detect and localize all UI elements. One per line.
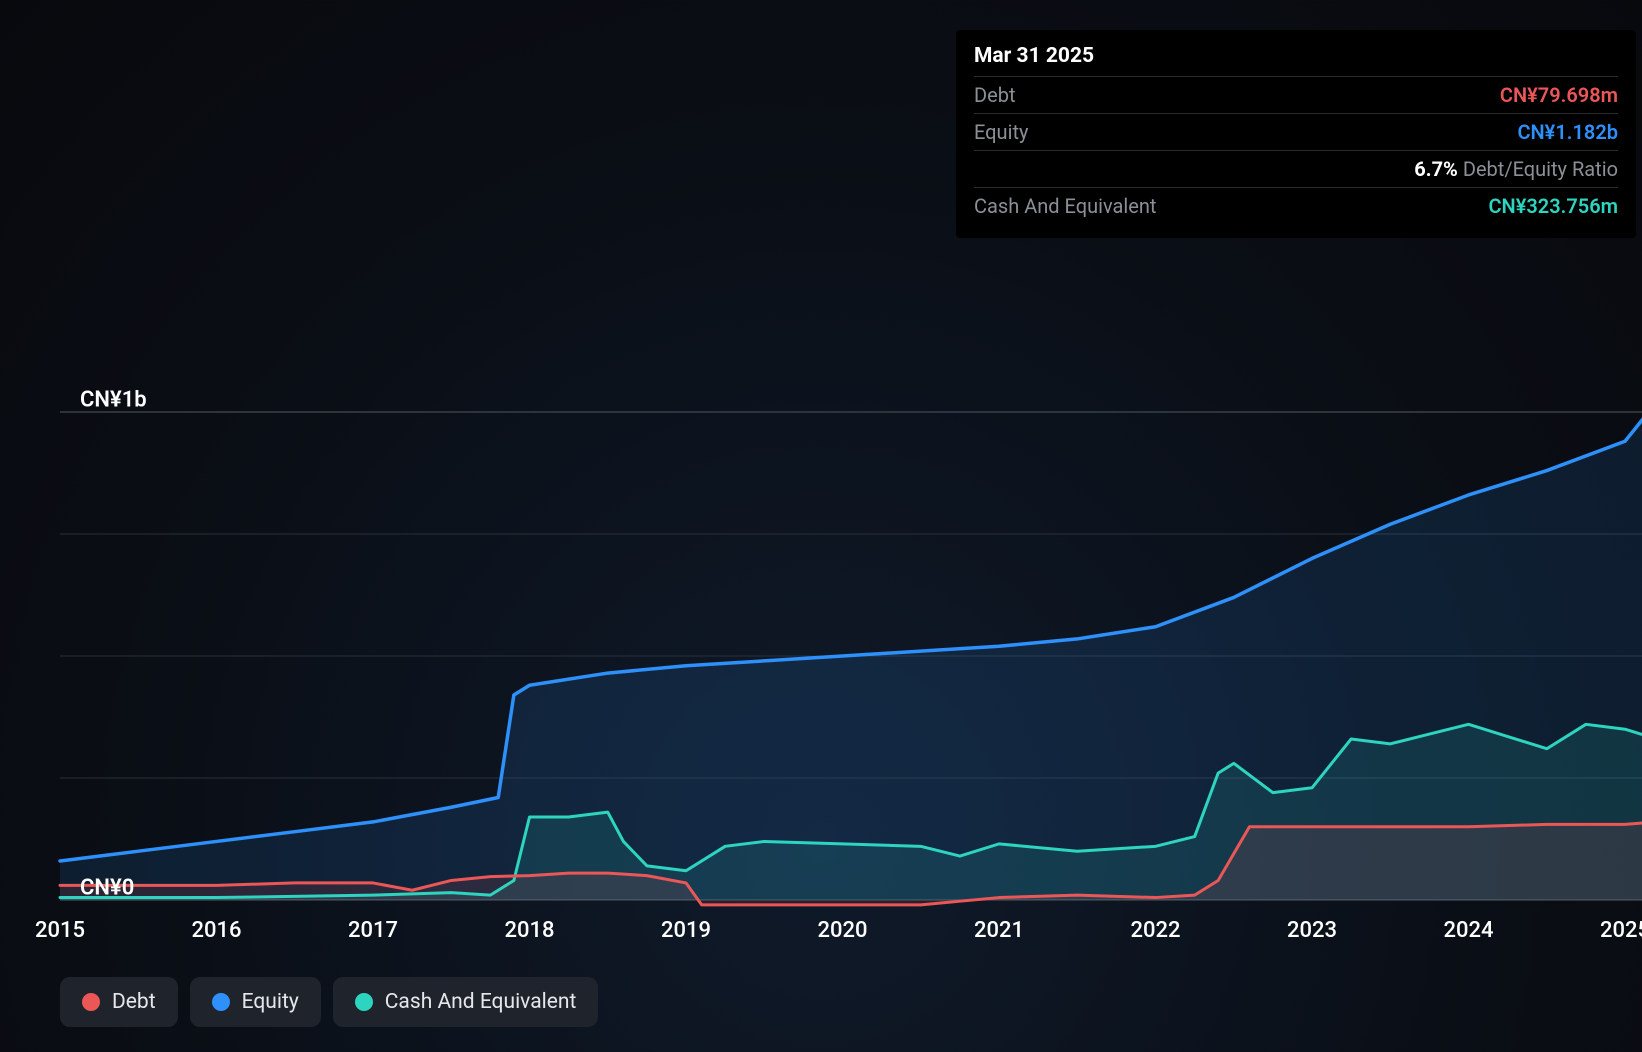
legend-label: Debt <box>112 990 156 1014</box>
tooltip-row-cash: Cash And Equivalent CN¥323.756m <box>974 187 1618 224</box>
x-axis-label: 2024 <box>1444 918 1494 943</box>
tooltip-value: CN¥1.182b <box>1517 120 1618 144</box>
legend-dot-icon <box>82 993 100 1011</box>
tooltip-label: Debt <box>974 83 1016 107</box>
legend-dot-icon <box>355 993 373 1011</box>
tooltip-label: Equity <box>974 120 1028 144</box>
x-axis-label: 2015 <box>35 918 85 943</box>
x-axis-label: 2016 <box>191 918 241 943</box>
x-axis-label: 2020 <box>818 918 868 943</box>
y-axis-label: CN¥0 <box>80 876 134 901</box>
legend-label: Cash And Equivalent <box>385 990 577 1014</box>
legend-item-equity[interactable]: Equity <box>190 977 321 1027</box>
ratio-text: Debt/Equity Ratio <box>1463 157 1618 181</box>
legend-item-debt[interactable]: Debt <box>60 977 178 1027</box>
chart-tooltip: Mar 31 2025 Debt CN¥79.698m Equity CN¥1.… <box>956 30 1636 238</box>
tooltip-row-ratio: 6.7% Debt/Equity Ratio <box>974 150 1618 187</box>
tooltip-value: CN¥79.698m <box>1500 83 1618 107</box>
legend: Debt Equity Cash And Equivalent <box>60 977 598 1027</box>
legend-item-cash[interactable]: Cash And Equivalent <box>333 977 599 1027</box>
chart-container: Mar 31 2025 Debt CN¥79.698m Equity CN¥1.… <box>30 0 1642 1052</box>
legend-dot-icon <box>212 993 230 1011</box>
x-axis-label: 2025 <box>1600 918 1642 943</box>
tooltip-row-equity: Equity CN¥1.182b <box>974 113 1618 150</box>
x-axis-label: 2018 <box>504 918 554 943</box>
tooltip-date: Mar 31 2025 <box>974 44 1618 68</box>
ratio-pct: 6.7% <box>1414 157 1458 181</box>
y-axis-label: CN¥1b <box>80 388 147 413</box>
tooltip-label: Cash And Equivalent <box>974 194 1156 218</box>
tooltip-value: CN¥323.756m <box>1488 194 1618 218</box>
x-axis-label: 2023 <box>1287 918 1337 943</box>
legend-label: Equity <box>242 990 299 1014</box>
tooltip-row-debt: Debt CN¥79.698m <box>974 76 1618 113</box>
x-axis-label: 2017 <box>348 918 398 943</box>
x-axis-label: 2022 <box>1131 918 1181 943</box>
x-axis-label: 2021 <box>974 918 1024 943</box>
x-axis-label: 2019 <box>661 918 711 943</box>
